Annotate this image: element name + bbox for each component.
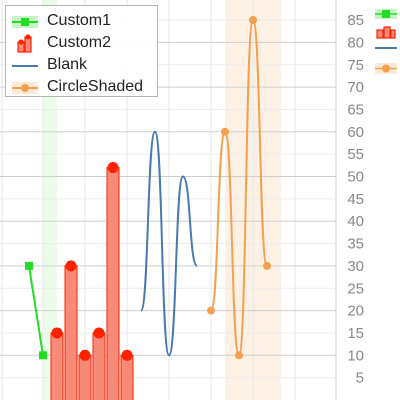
marker-circleshaded [207,306,215,315]
marker-custom2 [79,349,91,361]
legend-item-circleshaded[interactable]: CircleShaded [6,77,159,99]
series-custom2 [50,162,134,400]
bar-custom2 [106,167,120,400]
marker-custom2 [107,162,119,174]
bar-custom2 [92,332,106,400]
y-tick-label: 25 [347,280,364,297]
y-tick-label: 35 [347,236,364,253]
legend: Custom1 Custom2 Blank CircleShaded [5,5,158,97]
y-tick-label: 85 [347,12,364,29]
legend-label-blank: Blank [47,56,88,73]
y-tick-label: 60 [347,124,364,141]
mini-legend-custom2-icon [376,26,396,39]
legend-label-custom1: Custom1 [47,12,112,29]
marker-custom2 [65,260,77,272]
marker-circleshaded [235,351,243,360]
marker-custom2 [51,327,63,339]
mini-legend [375,9,397,74]
y-tick-label: 40 [347,213,364,230]
legend-item-blank[interactable]: Blank [6,55,159,77]
y-tick-label: 30 [347,258,364,275]
mini-legend-circleshaded-icon [375,63,397,74]
legend-swatch-blank [12,65,38,67]
series-layer [25,16,271,400]
y-tick-label: 15 [347,325,364,342]
y-tick-label: 75 [347,57,364,74]
line-blank [140,130,198,357]
line-circleshaded [210,19,268,357]
mini-legend-custom1-icon [375,9,397,19]
bar-custom2 [64,265,78,400]
y-tick-label: 70 [347,79,364,96]
legend-item-custom2[interactable]: Custom2 [6,33,159,55]
y-tick-label: 50 [347,169,364,186]
y-tick-label: 5 [356,370,364,387]
y-tick-label: 80 [347,34,364,51]
marker-circleshaded [249,16,257,25]
y-tick-label: 20 [347,303,364,320]
y-axis-ticks: 5 10 15 20 25 30 35 40 45 50 55 60 65 70 75 80 85 [347,12,364,387]
bar-custom2 [78,354,92,400]
marker-circleshaded [221,127,229,136]
series-custom1 [25,261,47,360]
marker-circleshaded [263,261,271,270]
legend-label-circleshaded: CircleShaded [47,78,144,95]
bar-custom2 [120,354,134,400]
series-circleshaded [207,16,271,360]
legend-swatch-custom1 [12,16,38,28]
marker-custom1 [39,351,47,360]
y-tick-label: 65 [347,101,364,118]
marker-custom2 [93,327,105,339]
line-custom1 [28,265,44,356]
legend-swatch-circleshaded [12,82,38,94]
legend-swatch-custom2 [17,34,32,53]
marker-custom1 [25,261,33,270]
shade-band-custom1 [43,0,57,400]
y-tick-label: 45 [347,191,364,208]
y-tick-label: 10 [347,347,364,364]
bar-custom2 [50,332,64,400]
series-blank [140,130,198,357]
marker-custom2 [121,349,133,361]
legend-label-custom2: Custom2 [47,34,112,51]
legend-item-custom1[interactable]: Custom1 [6,11,159,33]
y-tick-label: 55 [347,146,364,163]
